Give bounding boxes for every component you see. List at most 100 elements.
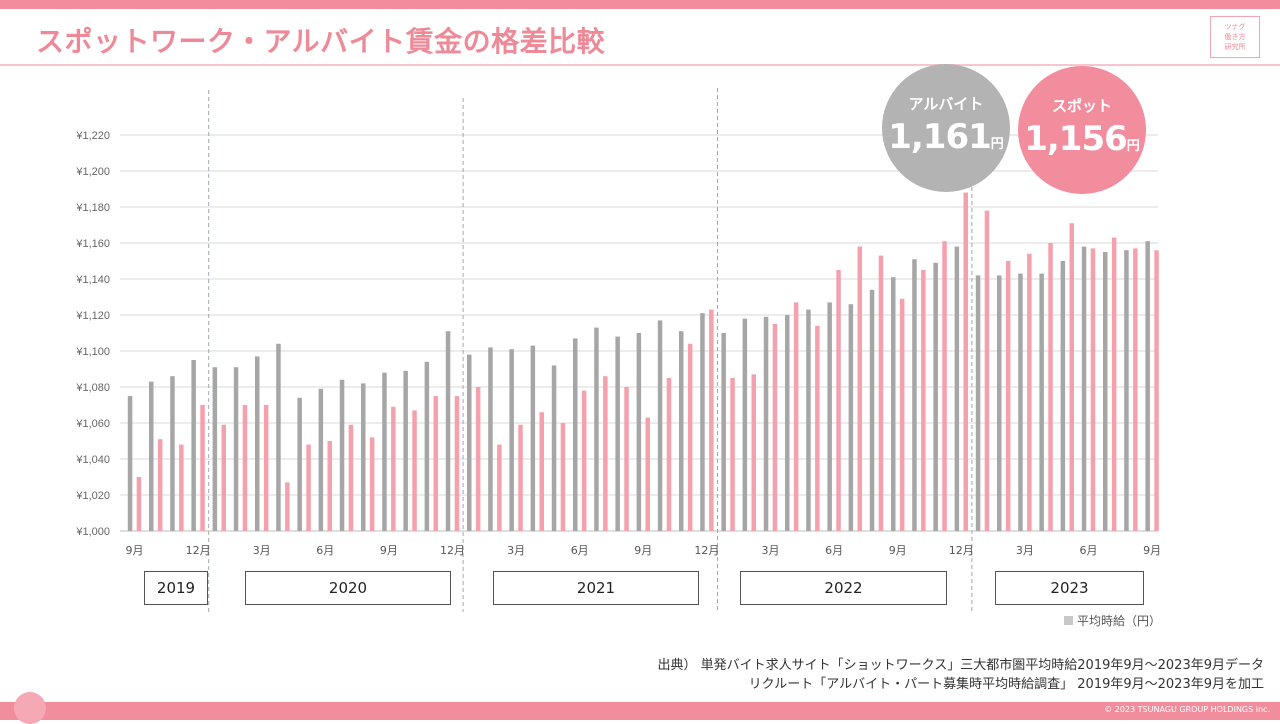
logo-line: ツナグ: [1224, 23, 1246, 31]
arubaito-value-unit: 円: [990, 136, 1004, 152]
bottom-accent-bar: [0, 702, 1280, 720]
arubaito-value-number: 1,161: [888, 116, 992, 157]
y-tick-label: ¥1,100: [75, 346, 110, 358]
x-tick-label: 6月: [1080, 544, 1098, 557]
year-label-2021: 2021: [493, 571, 699, 605]
spot-bar: [581, 390, 587, 531]
spot-bar: [285, 482, 290, 531]
arubaito-bar: [424, 361, 430, 531]
x-tick-label: 9月: [1143, 544, 1161, 557]
spot-bar: [772, 324, 778, 531]
y-tick-label: ¥1,140: [75, 274, 110, 286]
arubaito-callout: アルバイト 1,161円: [882, 64, 1010, 192]
spot-bar: [433, 396, 438, 531]
arubaito-bar: [827, 302, 832, 531]
spot-bar: [751, 374, 756, 531]
y-tick-label: ¥1,080: [75, 382, 110, 394]
source-line-2: リクルート「アルバイト・パート募集時平均時給調査」 2019年9月～2023年9…: [748, 677, 1264, 692]
arubaito-bar: [954, 246, 960, 531]
page-title: スポットワーク・アルバイト賃金の格差比較: [36, 25, 606, 58]
x-tick-label: 9月: [634, 544, 652, 557]
arubaito-bar: [149, 381, 154, 531]
arubaito-bar: [594, 327, 599, 531]
arubaito-bar: [1124, 250, 1129, 531]
spot-bar: [1111, 237, 1117, 531]
spot-bar: [454, 396, 460, 531]
x-tick-label: 9月: [126, 544, 144, 557]
spot-bar: [242, 405, 248, 531]
x-tick-label: 12月: [694, 544, 719, 557]
arubaito-bar: [1060, 261, 1066, 531]
arubaito-bar: [1145, 241, 1150, 531]
spot-bar: [645, 417, 650, 531]
year-label-2020: 2020: [245, 571, 451, 605]
arubaito-bar: [806, 309, 811, 531]
arubaito-bar: [1103, 252, 1108, 531]
spot-bar: [1069, 223, 1074, 531]
tsunagu-logo: ツナグ 働き方 研究所: [1210, 16, 1260, 58]
spot-bar: [899, 298, 905, 531]
spot-bar: [1154, 250, 1159, 531]
arubaito-bar: [679, 331, 684, 531]
spot-bar: [857, 246, 862, 531]
arubaito-bar: [997, 275, 1002, 531]
arubaito-bar: [361, 383, 366, 531]
spot-callout-label: スポット: [1051, 96, 1112, 115]
legend-swatch: [1064, 616, 1073, 625]
x-tick-label: 3月: [253, 544, 271, 557]
spot-bar: [327, 441, 332, 531]
arubaito-bar: [1081, 246, 1087, 531]
legend-label: 平均時給（円）: [1077, 614, 1162, 628]
arubaito-bar: [467, 354, 472, 531]
spot-bar: [263, 405, 269, 531]
arubaito-bar: [276, 343, 281, 531]
arubaito-bar: [700, 313, 705, 531]
arubaito-bar: [763, 316, 769, 531]
arubaito-bar: [509, 349, 514, 531]
spot-callout: スポット 1,156円: [1018, 66, 1146, 194]
spot-bar: [369, 437, 375, 531]
x-tick-label: 3月: [507, 544, 525, 557]
spot-bar: [391, 406, 396, 531]
arubaito-callout-label: アルバイト: [908, 94, 984, 113]
spot-bar: [348, 424, 354, 531]
spot-bar: [221, 424, 226, 531]
spot-bar: [306, 444, 311, 531]
arubaito-bar: [636, 333, 642, 531]
y-tick-label: ¥1,180: [75, 202, 110, 214]
x-tick-label: 12月: [949, 544, 974, 557]
spot-bar: [730, 378, 735, 531]
arubaito-bar: [721, 333, 726, 531]
arubaito-bar: [488, 347, 493, 531]
arubaito-bar: [551, 365, 557, 531]
arubaito-bar: [297, 397, 302, 531]
arubaito-bar: [212, 367, 218, 531]
arubaito-bar: [255, 356, 260, 531]
spot-bar: [666, 378, 672, 531]
spot-bar: [518, 424, 523, 531]
spot-bar: [157, 439, 163, 531]
spot-bar: [1027, 253, 1032, 532]
spot-bar: [560, 423, 566, 531]
spot-bar: [878, 255, 884, 531]
title-divider: [0, 64, 1280, 66]
arubaito-bar: [848, 304, 854, 531]
spot-bar: [1005, 261, 1011, 531]
arubaito-callout-value: 1,161円: [888, 118, 1004, 164]
spot-bar: [1090, 248, 1096, 531]
spot-bar: [942, 241, 947, 531]
y-tick-label: ¥1,160: [75, 238, 110, 250]
x-tick-label: 3月: [1016, 544, 1034, 557]
arubaito-bar: [170, 376, 175, 531]
arubaito-bar: [975, 275, 981, 531]
arubaito-bar: [891, 277, 896, 531]
logo-line: 研究所: [1224, 43, 1246, 51]
arubaito-bar: [657, 320, 663, 531]
x-tick-label: 12月: [186, 544, 211, 557]
source-note: 出典） 単発バイト求人サイト「ショットワークス」三大都市圏平均時給2019年9月…: [658, 656, 1264, 694]
spot-bar: [793, 302, 799, 531]
source-line-1: 出典） 単発バイト求人サイト「ショットワークス」三大都市圏平均時給2019年9月…: [657, 658, 1264, 673]
spot-bar: [963, 192, 968, 531]
top-accent-bar: [0, 0, 1280, 9]
